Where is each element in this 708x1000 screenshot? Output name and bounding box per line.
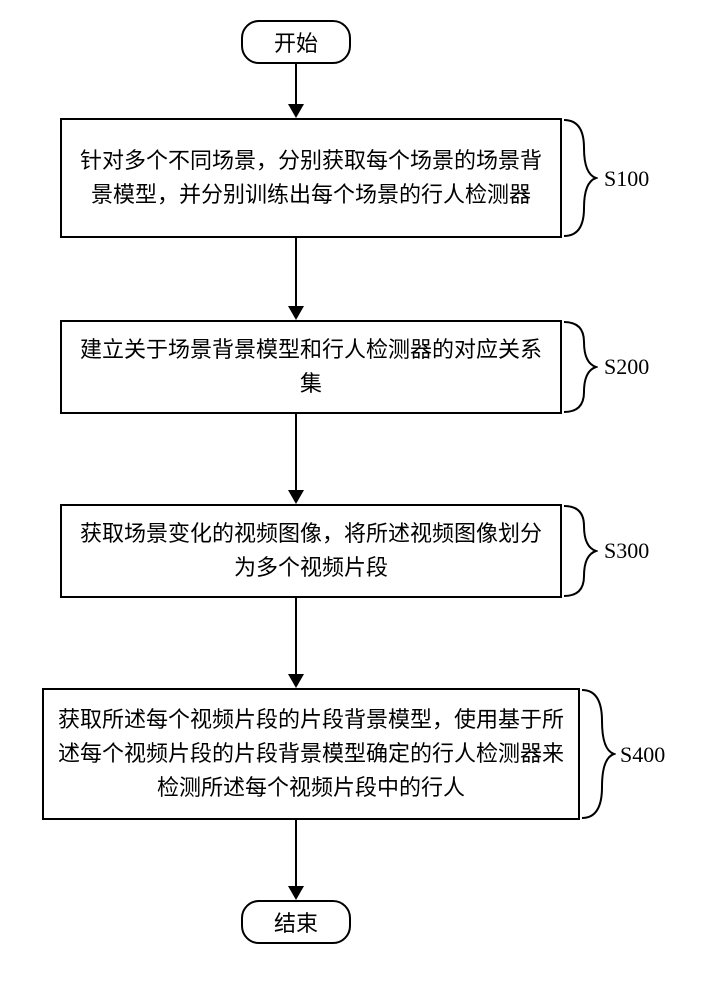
process-s300-text: 获取场景变化的视频图像，将所述视频图像划分为多个视频片段 [74,517,548,585]
arrow-line [295,598,297,674]
process-s400: 获取所述每个视频片段的片段背景模型，使用基于所述每个视频片段的片段背景模型确定的… [42,688,580,820]
step-label-s200-text: S200 [604,354,649,379]
process-s100-text: 针对多个不同场景，分别获取每个场景的场景背景模型，并分别训练出每个场景的行人检测… [74,144,548,212]
process-s100: 针对多个不同场景，分别获取每个场景的场景背景模型，并分别训练出每个场景的行人检测… [60,118,562,238]
flowchart-canvas: 开始 针对多个不同场景，分别获取每个场景的场景背景模型，并分别训练出每个场景的行… [0,0,708,1000]
step-label-s400: S400 [620,742,665,768]
arrow-head-icon [288,306,304,320]
end-terminal: 结束 [241,900,351,944]
arrow-head-icon [288,674,304,688]
brace-icon [562,320,598,414]
brace-icon [562,118,598,238]
step-label-s100-text: S100 [604,166,649,191]
step-label-s300: S300 [604,538,649,564]
start-label: 开始 [274,26,318,58]
arrow-line [295,414,297,490]
step-label-s100: S100 [604,166,649,192]
step-label-s300-text: S300 [604,538,649,563]
arrow-line [295,820,297,886]
process-s400-text: 获取所述每个视频片段的片段背景模型，使用基于所述每个视频片段的片段背景模型确定的… [56,703,566,805]
brace-icon [562,504,598,598]
process-s200: 建立关于场景背景模型和行人检测器的对应关系集 [60,320,562,414]
arrow-head-icon [288,886,304,900]
step-label-s200: S200 [604,354,649,380]
process-s200-text: 建立关于场景背景模型和行人检测器的对应关系集 [74,333,548,401]
start-terminal: 开始 [241,20,351,64]
end-label: 结束 [274,906,318,938]
step-label-s400-text: S400 [620,742,665,767]
arrow-line [295,238,297,306]
brace-icon [580,688,616,820]
arrow-head-icon [288,490,304,504]
process-s300: 获取场景变化的视频图像，将所述视频图像划分为多个视频片段 [60,504,562,598]
arrow-line [295,64,297,104]
arrow-head-icon [288,104,304,118]
